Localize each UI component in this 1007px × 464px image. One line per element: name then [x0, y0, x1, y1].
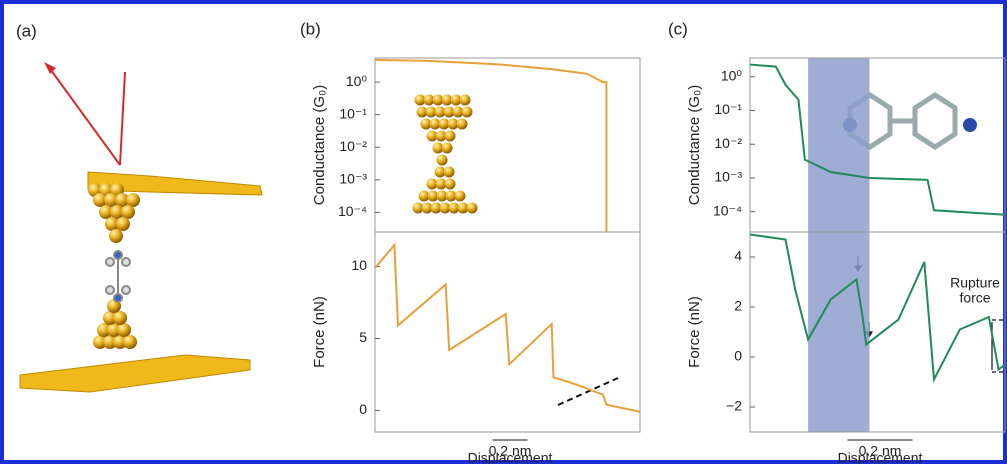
y-tick-label: 10⁻⁴: [713, 202, 742, 218]
figure: (a) (b) (c) 10⁰ 10⁻¹ 10⁻² 10⁻³ 10⁻⁴ Conductan…: [0, 0, 1007, 464]
y-tick-label: 2: [734, 298, 742, 314]
y-tick-label: 0: [359, 401, 367, 417]
y-tick-label: 10⁻²: [714, 135, 742, 151]
atom: [116, 217, 130, 231]
atom: [467, 203, 478, 214]
arrows: [855, 256, 1005, 372]
plot-frame: [750, 232, 1005, 432]
atom: [121, 205, 135, 219]
atom: [445, 131, 456, 142]
panel-label: (a): [16, 21, 37, 40]
y-tick-label: 10⁻²: [339, 138, 367, 154]
atom: [445, 179, 456, 190]
y-tick-label: 10⁻³: [339, 171, 367, 187]
data-line: [750, 235, 1005, 380]
y-axis-label: Force (nN): [311, 296, 328, 368]
y-axis-label: Force (nN): [686, 296, 703, 368]
panel-label: (c): [668, 19, 688, 38]
y-axis-label: Conductance (G₀): [686, 85, 703, 205]
y-tick-label: 10: [351, 257, 367, 273]
x-axis-label: Displacement: [468, 450, 553, 464]
atom: [460, 95, 471, 106]
shaded-region: [808, 232, 869, 432]
atom: [457, 119, 468, 130]
atom: [126, 193, 140, 207]
atom: [123, 335, 137, 349]
annotation: force: [959, 290, 990, 306]
atom: [442, 143, 453, 154]
data-line: [375, 60, 606, 232]
y-tick-label: 10⁻¹: [339, 105, 367, 121]
y-tick-label: −2: [726, 398, 742, 414]
y-tick-label: 10⁰: [721, 67, 743, 83]
x-axis-label: Displacement: [838, 450, 923, 464]
atom: [444, 167, 455, 178]
y-tick-label: 0: [734, 348, 742, 364]
inset-contact: [413, 95, 478, 214]
shaded-region: [808, 58, 869, 232]
panel-label: (b): [300, 19, 321, 38]
y-tick-label: 10⁻⁴: [338, 203, 367, 219]
atom: [113, 311, 127, 325]
y-tick-label: 10⁰: [346, 73, 368, 89]
atom: [455, 191, 466, 202]
page: {"panel_labels":["(a)","(b)","(c)"], "ch…: [0, 0, 1007, 464]
y-tick-label: 4: [734, 248, 742, 264]
y-tick-label: 5: [359, 329, 367, 345]
atom: [109, 229, 123, 243]
illustration: [20, 62, 262, 392]
y-axis-label: Conductance (G₀): [311, 85, 328, 205]
y-tick-label: 10⁻¹: [714, 101, 742, 117]
atom: [117, 323, 131, 337]
annotation: Rupture: [950, 275, 1000, 291]
y-tick-label: 10⁻³: [714, 169, 742, 185]
atom: [462, 107, 473, 118]
atom: [437, 155, 448, 166]
